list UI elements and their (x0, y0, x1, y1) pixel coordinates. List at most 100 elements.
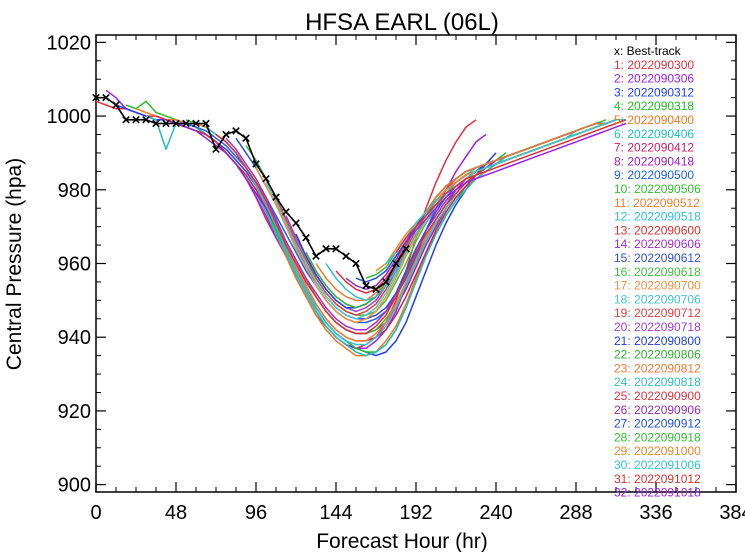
legend-entry-5: 5: 2022090400 (614, 113, 694, 127)
marker-stroke (182, 119, 190, 128)
marker-stroke (302, 233, 310, 242)
y-tick-label: 980 (58, 180, 91, 202)
x-tick-label: 240 (479, 502, 512, 524)
y-tick-label: 960 (58, 254, 91, 276)
series-line-20 (285, 122, 606, 313)
series-line-24 (325, 119, 617, 302)
marker-stroke (152, 119, 160, 128)
series-line-22 (305, 119, 617, 309)
marker-stroke (172, 119, 180, 128)
marker-stroke (382, 278, 390, 286)
legend-entry-9: 9: 2022090500 (614, 168, 694, 182)
marker-stroke (322, 244, 330, 253)
best-track-marker (332, 244, 340, 253)
best-track-marker (402, 244, 410, 253)
series-line-3 (115, 104, 497, 357)
legend-entry-21: 21: 2022090800 (614, 334, 701, 348)
marker-stroke (352, 259, 360, 268)
marker-stroke (372, 285, 380, 294)
marker-stroke (262, 174, 270, 183)
y-tick-label: 900 (58, 475, 91, 497)
marker-stroke (222, 130, 230, 139)
series-line-25 (335, 119, 617, 294)
legend-best-track: x: Best-track (614, 44, 682, 58)
legend-entry-16: 16: 2022090618 (614, 265, 701, 279)
marker-stroke (282, 208, 290, 216)
marker-stroke (342, 252, 350, 260)
marker-stroke (392, 259, 400, 268)
y-tick-label: 940 (58, 327, 91, 349)
best-track-marker (192, 119, 200, 128)
y-axis-label: Central Pressure (hpa) (3, 158, 26, 370)
best-track-marker (232, 127, 240, 135)
x-tick-label: 144 (319, 502, 352, 524)
marker-stroke (192, 119, 200, 128)
best-track-marker (372, 285, 380, 294)
best-track-marker (292, 219, 300, 227)
marker-stroke (362, 281, 370, 290)
marker-stroke (332, 244, 340, 253)
best-track-marker (102, 93, 110, 102)
legend-entry-29: 29: 2022091000 (614, 444, 701, 458)
x-tick-label: 288 (559, 502, 592, 524)
best-track-marker (312, 252, 320, 260)
best-track-marker (172, 119, 180, 128)
marker-stroke (242, 134, 250, 142)
legend-entry-8: 8: 2022090418 (614, 154, 694, 168)
marker-stroke (312, 252, 320, 260)
best-track-marker (302, 233, 310, 242)
best-track-marker (352, 259, 360, 268)
best-track-marker (242, 134, 250, 142)
marker-stroke (132, 116, 140, 124)
series-line-32 (405, 122, 627, 242)
marker-stroke (232, 127, 240, 135)
best-track-marker (122, 116, 130, 124)
best-track-marker (322, 244, 330, 253)
marker-stroke (122, 116, 130, 124)
marker-stroke (162, 119, 170, 128)
legend-entry-32: 32: 2022091018 (614, 486, 701, 500)
x-tick-label: 384 (719, 502, 745, 524)
legend-entry-2: 2: 2022090306 (614, 72, 694, 86)
best-track-line (96, 96, 407, 291)
legend-entry-19: 19: 2022090712 (614, 306, 701, 320)
marker-stroke (292, 219, 300, 227)
best-track-marker (162, 119, 170, 128)
chart-title: HFSA EARL (06L) (305, 9, 499, 36)
legend-entry-6: 6: 2022090406 (614, 127, 694, 141)
legend-entry-17: 17: 2022090700 (614, 279, 701, 293)
best-track-marker (182, 119, 190, 128)
legend-entry-11: 11: 2022090512 (614, 196, 700, 210)
legend-entry-31: 31: 2022091012 (614, 472, 701, 486)
legend-entry-30: 30: 2022091006 (614, 458, 701, 472)
best-track-marker (202, 119, 210, 128)
best-track-marker (142, 116, 150, 124)
series-line-30 (385, 119, 626, 265)
best-track-marker (382, 278, 390, 286)
best-track-marker (362, 281, 370, 290)
best-track-marker (92, 93, 100, 102)
legend-entry-27: 27: 2022090912 (614, 417, 701, 431)
series-line-15 (235, 122, 597, 320)
best-track-marker (222, 130, 230, 139)
series-line-10 (185, 119, 567, 335)
best-track-marker (132, 116, 140, 124)
legend-entry-24: 24: 2022090818 (614, 375, 701, 389)
marker-stroke (142, 116, 150, 124)
best-track-marker (212, 145, 220, 154)
best-track-marker (392, 259, 400, 268)
marker-stroke (272, 193, 280, 201)
marker-stroke (112, 101, 120, 109)
marker-stroke (402, 244, 410, 253)
legend-entry-20: 20: 2022090718 (614, 320, 701, 334)
legend-entry-23: 23: 2022090812 (614, 361, 701, 375)
marker-stroke (92, 93, 100, 102)
x-axis-label: Forecast Hour (hr) (316, 530, 488, 552)
legend-entry-25: 25: 2022090900 (614, 389, 701, 403)
legend-entry-26: 26: 2022090906 (614, 403, 701, 417)
legend-entry-10: 10: 2022090506 (614, 182, 701, 196)
plot-area: 0 48 96 144 192 240 288 336 384 900 920 940 960 980 10… (47, 32, 745, 524)
x-tick-label: 48 (165, 502, 187, 524)
